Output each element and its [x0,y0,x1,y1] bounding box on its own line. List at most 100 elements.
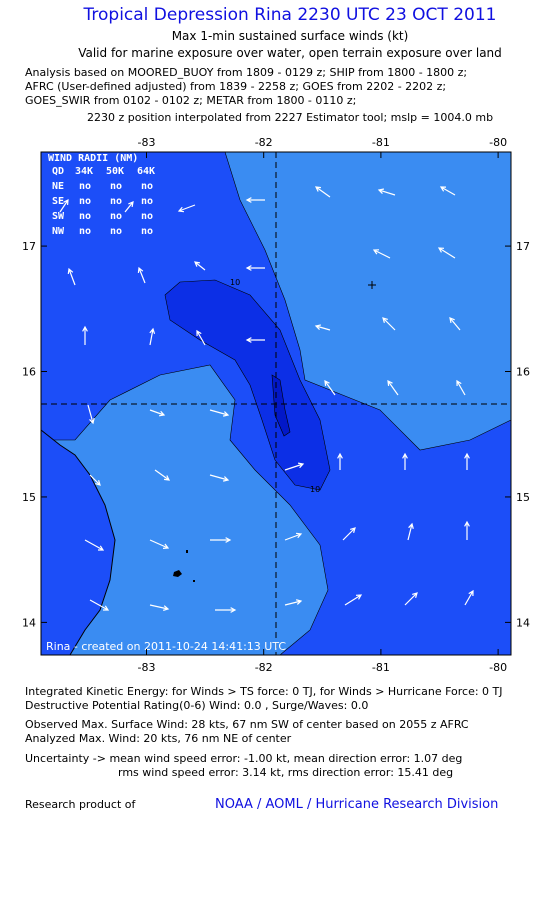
wind-arrow [407,522,414,541]
wind-arrow [377,188,396,196]
wind-radii-cell: no [79,196,91,207]
wind-arrow [59,198,69,213]
wind-arrow [387,379,399,396]
wind-arrow [245,265,265,271]
x-tick-label: -81 [372,136,390,149]
wind-arrow [245,337,265,343]
wind-arrow [149,539,170,550]
wind-arrow [67,267,76,286]
position-note: 2230 z position interpolated from 2227 E… [87,111,493,124]
research-label: Research product of [25,798,136,811]
wind-arrow [89,474,101,486]
valid-note: Valid for marine exposure over water, op… [78,46,502,60]
wind-arrow [137,266,146,284]
wind-arrow [372,249,391,259]
contour-label: 10 [310,485,320,494]
footer-line: rms wind speed error: 3.14 kt, rms direc… [118,766,453,779]
wind-arrows [59,186,474,613]
analysis-line: Analysis based on MOORED_BUOY from 1809 … [25,66,467,79]
wind-arrow [344,594,363,606]
wind-arrow [194,261,206,271]
wind-radii-cell: SW [52,211,65,222]
wind-radii-header: QD [52,166,64,177]
x-tick-label: -82 [255,661,273,674]
analysis-line: AFRC (User-defined adjusted) from 1839 -… [25,80,446,93]
wind-arrow [177,204,196,213]
land [41,429,116,655]
footer-line: Analyzed Max. Wind: 20 kts, 76 nm NE of … [25,732,292,745]
wind-radii-cell: no [79,211,91,222]
wind-arrow [342,527,356,541]
wind-radii-cell: no [79,181,91,192]
y-tick-label: 15 [22,491,36,504]
y-tick-label: 15 [516,491,530,504]
wind-arrow [84,539,105,551]
wind-arrow [314,324,331,331]
wind-radii-cell: no [110,181,122,192]
contour-region [224,152,511,451]
wind-arrow [87,404,95,425]
contour-region [164,279,331,491]
wind-arrow [337,452,343,470]
wind-arrow [284,599,303,606]
y-tick-label: 17 [22,240,36,253]
wind-arrow [314,186,331,198]
map-frame [40,151,512,656]
wind-radii-cell: no [141,181,153,192]
wind-arrow [449,317,461,331]
footer-line: Destructive Potential Rating(0-6) Wind: … [25,699,368,712]
wind-arrow [402,452,408,470]
wind-arrow [196,329,206,346]
contour-region [271,374,291,437]
wind-radii-cell: no [141,211,153,222]
contour-region [41,364,329,655]
max-wind-marker [368,281,376,289]
wind-arrow [215,607,237,613]
wind-arrow [149,604,170,611]
wind-radii-header: 50K [106,166,124,177]
wind-arrow [437,247,456,259]
wind-radii-table: WIND RADII (NM) QD 34K 50K 64K NE no no no SE no no… [48,153,155,237]
wind-arrow [82,325,88,345]
wind-radii-cell: no [110,226,122,237]
footer-line: Uncertainty -> mean wind speed error: -1… [25,752,462,765]
contour-label: 10 [230,278,240,287]
wind-radii-cell: no [141,226,153,237]
credit: Rina - created on 2011-10-24 14:41:13 UT… [46,640,286,653]
x-tick-label: -80 [489,661,507,674]
org-label: NOAA / AOML / Hurricane Research Divisio… [215,797,498,812]
y-tick-label: 14 [22,616,36,629]
wind-arrow [284,532,303,541]
footer-line: Observed Max. Surface Wind: 28 kts, 67 n… [25,718,469,731]
y-tick-label: 17 [516,240,530,253]
axes: -83 -83 -82 -82 -81 -81 -80 -80 14 14 15 15 16 16 17 17 [22,136,530,674]
wind-arrow [209,474,230,482]
wind-arrow [404,592,418,606]
island [173,550,195,582]
analysis-line: GOES_SWIR from 0102 - 0102 z; METAR from… [25,94,356,107]
y-tick-label: 16 [22,366,36,379]
wind-radii-header: 64K [137,166,155,177]
subtitle: Max 1-min sustained surface winds (kt) [172,29,409,43]
wind-arrow [464,452,470,470]
wind-arrow [210,537,232,543]
wind-arrow [245,197,265,203]
wind-arrow [382,317,396,331]
wind-radii-header: 34K [75,166,93,177]
wind-arrow [89,599,110,611]
wind-radii-cell: no [141,196,153,207]
wind-arrow [324,379,336,396]
map: 10 10 Rina - created on 2011-10-24 14:41… [41,152,511,655]
wind-radii-cell: no [79,226,91,237]
wind-radii-title: WIND RADII (NM) [48,153,138,164]
x-tick-label: -81 [372,661,390,674]
wind-arrow [456,379,466,396]
wind-arrow [154,469,171,481]
x-tick-label: -80 [489,136,507,149]
y-tick-label: 14 [516,616,530,629]
wind-arrow [284,462,305,471]
x-tick-label: -82 [255,136,273,149]
wind-radii-cell: no [110,196,122,207]
wind-radii-cell: no [110,211,122,222]
